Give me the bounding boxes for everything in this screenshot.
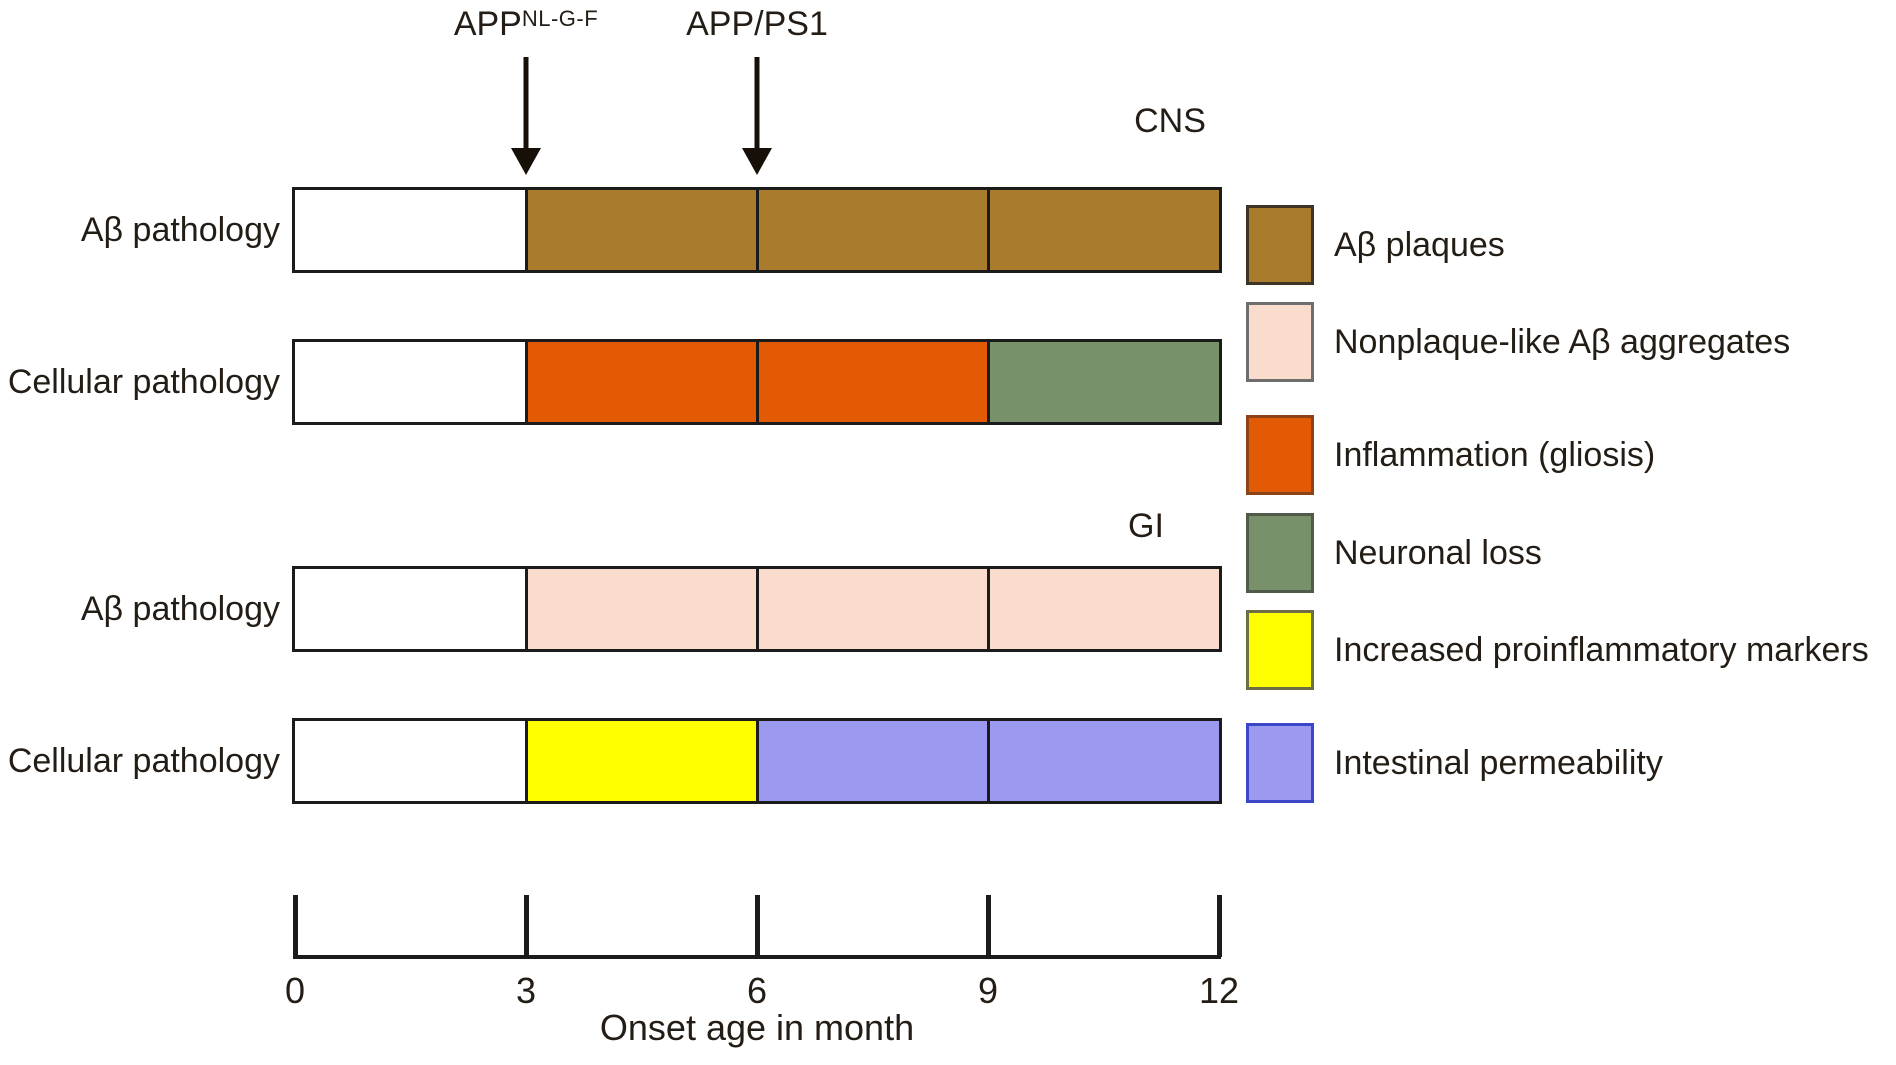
legend-swatch — [1246, 513, 1314, 593]
segment-divider — [756, 190, 759, 270]
legend-swatch — [1246, 415, 1314, 495]
bar-segment — [757, 721, 988, 801]
x-axis-title: Onset age in month — [599, 1007, 915, 1048]
row-label: Cellular pathology — [7, 362, 280, 401]
legend-label: Increased proinflammatory markers — [1334, 630, 1869, 669]
bar-segment — [757, 569, 988, 649]
x-axis-tick — [1217, 895, 1222, 957]
row-label: Aβ pathology — [80, 210, 280, 249]
legend-label: Nonplaque-like Aβ aggregates — [1334, 322, 1791, 361]
segment-divider — [525, 190, 528, 270]
legend-label: Aβ plaques — [1334, 225, 1505, 264]
bar-segment — [988, 190, 1219, 270]
timeline-bar — [292, 566, 1222, 652]
bar-segment — [757, 342, 988, 422]
legend-label: Intestinal permeability — [1334, 743, 1663, 782]
segment-divider — [525, 569, 528, 649]
bar-segment — [526, 342, 757, 422]
segment-divider — [756, 342, 759, 422]
bar-segment — [988, 569, 1219, 649]
x-axis-tick-label: 3 — [515, 970, 537, 1011]
segment-divider — [987, 190, 990, 270]
section-label-cns: CNS — [1134, 102, 1206, 140]
bar-segment — [526, 721, 757, 801]
x-axis-tick-label: 6 — [746, 970, 768, 1011]
annotation-app-ps1: APP/PS1 — [686, 5, 828, 43]
segment-divider — [525, 721, 528, 801]
section-label-gi: GI — [1128, 507, 1164, 545]
down-arrow-head-icon — [742, 148, 772, 175]
timeline-bar — [292, 187, 1222, 273]
annotation-app-nlgf: APPNL-G-F — [453, 5, 599, 43]
legend-swatch — [1246, 205, 1314, 285]
bar-segment — [295, 569, 526, 649]
timeline-bar — [292, 718, 1222, 804]
annotation-superscript: NL-G-F — [521, 6, 599, 31]
segment-divider — [987, 569, 990, 649]
x-axis-tick — [293, 895, 298, 957]
segment-divider — [756, 721, 759, 801]
x-axis-line — [293, 955, 1221, 959]
legend-swatch — [1246, 610, 1314, 690]
x-axis-tick-label: 9 — [977, 970, 999, 1011]
bar-segment — [295, 721, 526, 801]
annotation-base: APP/PS1 — [686, 5, 828, 43]
bar-segment — [526, 190, 757, 270]
x-axis-tick-label: 12 — [1198, 970, 1240, 1011]
bar-segment — [988, 342, 1219, 422]
legend-swatch — [1246, 302, 1314, 382]
segment-divider — [987, 721, 990, 801]
legend-swatch — [1246, 723, 1314, 803]
bar-segment — [988, 721, 1219, 801]
timeline-bar — [292, 339, 1222, 425]
x-axis-tick-label: 0 — [284, 970, 306, 1011]
row-label: Cellular pathology — [7, 741, 280, 780]
bar-segment — [295, 190, 526, 270]
segment-divider — [525, 342, 528, 422]
legend-label: Inflammation (gliosis) — [1334, 435, 1656, 474]
segment-divider — [756, 569, 759, 649]
bar-segment — [526, 569, 757, 649]
bar-segment — [757, 190, 988, 270]
down-arrow-icon — [523, 57, 529, 149]
bar-segment — [295, 342, 526, 422]
segment-divider — [987, 342, 990, 422]
row-label: Aβ pathology — [80, 589, 280, 628]
x-axis-tick — [524, 895, 529, 957]
annotation-base: APP — [453, 5, 522, 43]
down-arrow-icon — [754, 57, 760, 149]
x-axis-tick — [986, 895, 991, 957]
legend-label: Neuronal loss — [1334, 533, 1542, 572]
x-axis-tick — [755, 895, 760, 957]
down-arrow-head-icon — [511, 148, 541, 175]
